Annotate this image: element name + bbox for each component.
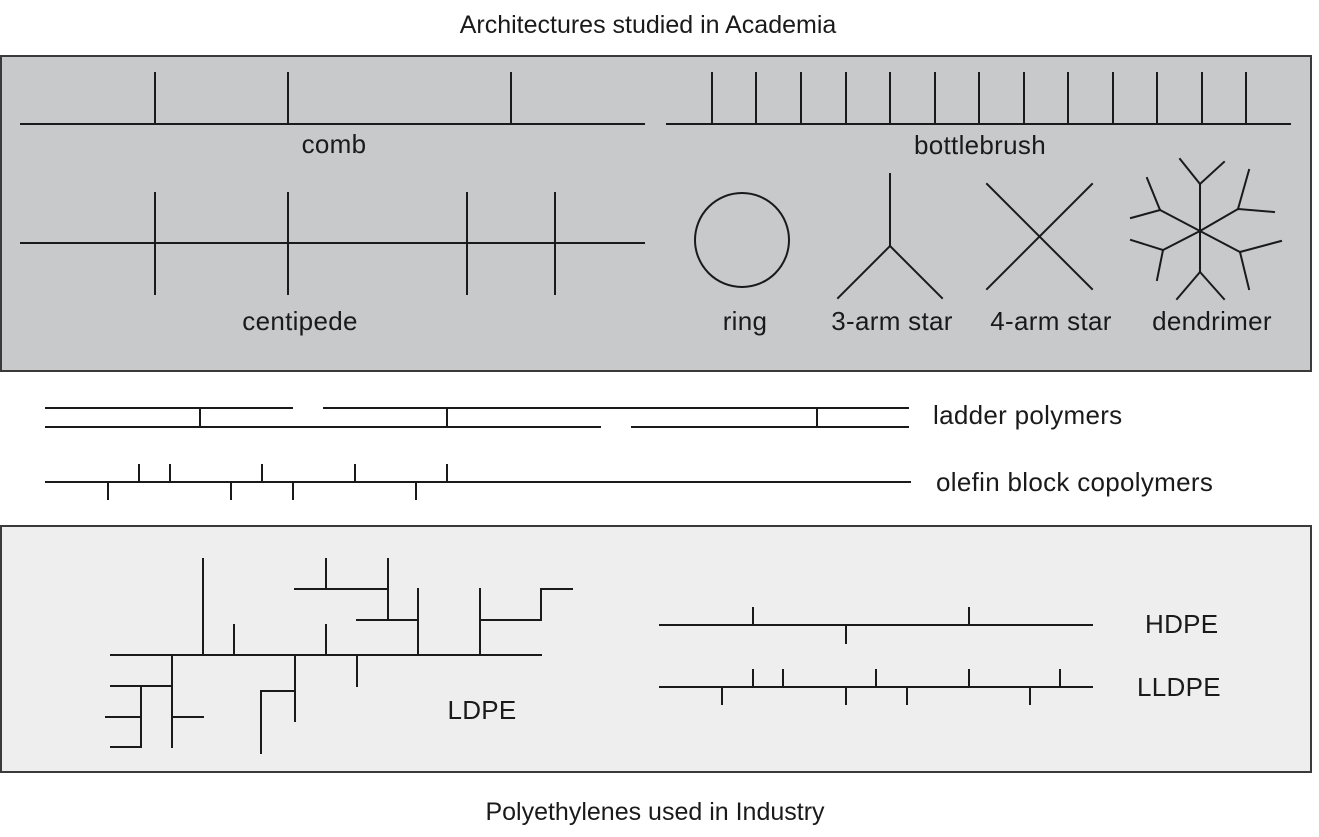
ring-label: ring: [723, 306, 768, 336]
academia-title: Architectures studied in Academia: [460, 11, 837, 39]
olefin-label: olefin block copolymers: [936, 467, 1213, 497]
lldpe-structure: [659, 669, 1093, 705]
comb-label: comb: [302, 129, 367, 159]
industry-title: Polyethylenes used in Industry: [485, 798, 825, 826]
ladder-label: ladder polymers: [933, 400, 1122, 430]
hdpe-label: HDPE: [1145, 609, 1218, 639]
star3-structure: [836, 173, 944, 300]
industry-panel: [0, 525, 1312, 773]
ring-structure: [694, 192, 790, 288]
star3-label: 3-arm star: [831, 306, 953, 336]
centipede-label: centipede: [242, 306, 357, 336]
star4-structure: [985, 182, 1094, 291]
lldpe-label: LLDPE: [1137, 672, 1221, 702]
bottlebrush-label: bottlebrush: [914, 130, 1046, 160]
dendrimer-label: dendrimer: [1152, 306, 1272, 336]
olefin-block-copolymer-structure: [45, 464, 911, 500]
bottlebrush-structure: [666, 72, 1291, 125]
centipede-structure: [20, 192, 645, 295]
academia-panel: [0, 55, 1312, 372]
hdpe-structure: [659, 607, 1093, 644]
star4-label: 4-arm star: [990, 306, 1112, 336]
comb-structure: [20, 72, 645, 125]
dendrimer-structure: [1129, 157, 1283, 301]
ldpe-label: LDPE: [447, 695, 516, 725]
ladder-polymer-structure: [45, 407, 909, 428]
ldpe-structure: [105, 558, 573, 754]
